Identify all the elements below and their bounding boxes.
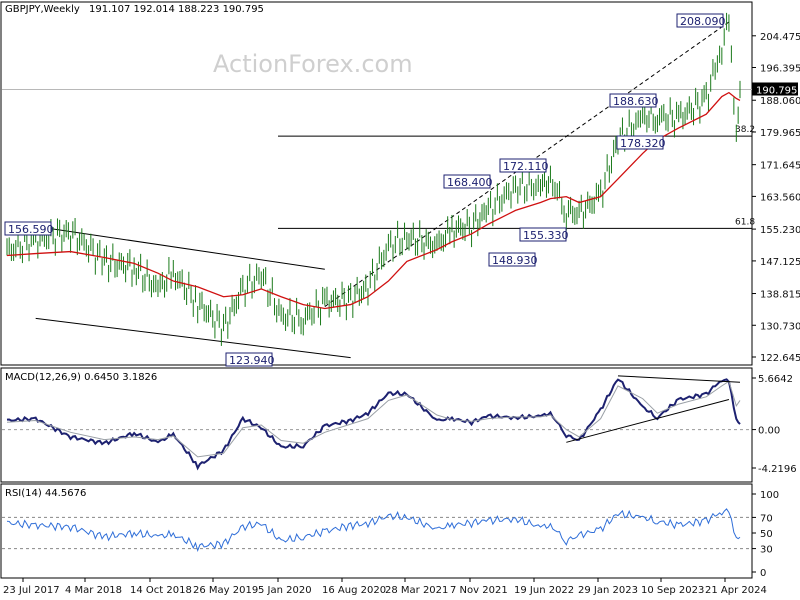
macd-line <box>6 378 741 471</box>
annotation-label: 123.940 <box>229 354 275 367</box>
price-tick-label: 122.645 <box>760 353 800 364</box>
annotation-label: 155.330 <box>523 229 569 242</box>
annotation-box <box>225 352 273 367</box>
fib-label: 38.2 <box>735 125 755 135</box>
current-price-label: 190.795 <box>756 85 797 96</box>
annotation-label: 168.400 <box>447 176 493 189</box>
price-tick-label: 163.560 <box>760 192 800 203</box>
x-tick-label: 14 Oct 2018 <box>130 585 192 596</box>
macd-tick-label: 5.6642 <box>758 374 793 385</box>
price-tick-label: 204.475 <box>760 32 800 43</box>
price-tick-label: 138.815 <box>760 290 800 301</box>
rsi-panel-frame <box>0 483 753 579</box>
annotation-box <box>676 13 724 28</box>
annotation-box <box>609 93 657 108</box>
annotation-box <box>488 252 536 267</box>
x-tick-label: 7 Nov 2021 <box>450 585 508 596</box>
fib-label: 61.8 <box>735 217 755 227</box>
macd-title: MACD(12,26,9) 0.6450 3.1826 <box>5 372 158 383</box>
annotation-label: 208.090 <box>680 15 726 28</box>
annotation-label: 178.320 <box>620 137 666 150</box>
annotation-label: 188.630 <box>613 95 659 108</box>
macd-signal-line <box>6 380 741 458</box>
ohlc-values: 191.107 192.014 188.223 190.795 <box>88 4 264 15</box>
watermark: ActionForex.com <box>213 50 413 78</box>
macd-tick-label: 0.00 <box>758 426 780 437</box>
annotation-box <box>4 221 52 236</box>
price-tick-label: 155.230 <box>760 225 800 236</box>
rsi-tick-label: 70 <box>760 513 773 524</box>
rsi-line <box>6 508 741 552</box>
price-tick-label: 196.395 <box>760 64 800 75</box>
x-tick-label: 16 Aug 2020 <box>322 585 386 596</box>
annotation-box <box>443 174 491 189</box>
x-tick-label: 23 Jul 2017 <box>3 585 60 596</box>
price-tick-label: 130.730 <box>760 321 800 332</box>
x-tick-label: 4 Mar 2018 <box>65 585 122 596</box>
annotation-box <box>616 135 664 150</box>
annotation-box <box>499 158 547 173</box>
rsi-tick-label: 50 <box>760 529 773 540</box>
x-tick-label: 21 Apr 2024 <box>705 585 767 596</box>
price-tick-label: 179.965 <box>760 128 800 139</box>
symbol-title: GBPJPY,Weekly 191.107 192.014 188.223 19… <box>5 4 264 15</box>
current-price-box <box>752 82 798 96</box>
x-tick-label: 10 Sep 2023 <box>641 585 704 596</box>
price-panel-frame <box>0 1 753 366</box>
price-tick-label: 171.645 <box>760 161 800 172</box>
channel-line <box>6 221 325 270</box>
macd-tick-label: -4.2196 <box>758 464 797 475</box>
x-tick-label: 26 May 2019 <box>193 585 258 596</box>
rsi-title: RSI(14) 44.5676 <box>5 488 87 499</box>
price-tick-label: 147.125 <box>760 257 800 268</box>
rsi-tick-label: 30 <box>760 545 773 556</box>
annotation-label: 148.930 <box>492 254 538 267</box>
rsi-tick-label: 100 <box>760 490 779 501</box>
x-tick-label: 19 Jun 2022 <box>514 585 574 596</box>
annotation-label: 156.590 <box>8 223 54 236</box>
macd-support-line <box>566 399 730 443</box>
x-tick-label: 5 Jan 2020 <box>258 585 312 596</box>
x-tick-label: 29 Jan 2023 <box>578 585 638 596</box>
channel-line <box>35 317 351 359</box>
macd-panel-frame <box>0 367 753 483</box>
annotation-box <box>519 227 567 242</box>
macd-resistance-line <box>617 375 741 383</box>
price-tick-label: 188.060 <box>760 96 800 107</box>
rsi-tick-label: 0 <box>760 568 766 579</box>
x-tick-label: 28 Mar 2021 <box>385 585 448 596</box>
symbol-label: GBPJPY,Weekly <box>5 4 80 15</box>
annotation-label: 172.110 <box>503 160 549 173</box>
